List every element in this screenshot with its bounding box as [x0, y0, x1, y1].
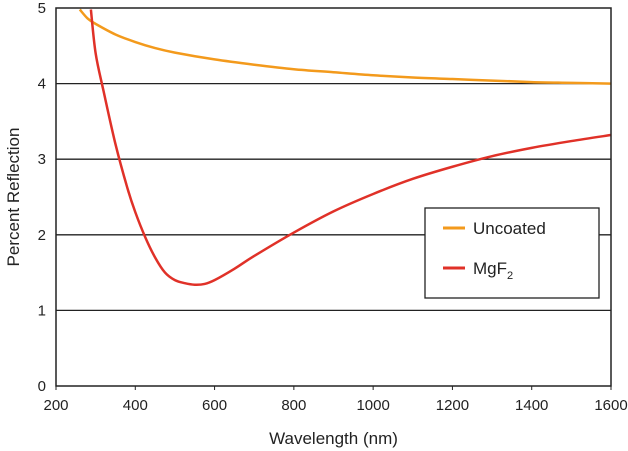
y-tick-label: 3: [38, 151, 46, 168]
legend-label: Uncoated: [473, 219, 546, 238]
x-tick-label: 200: [43, 397, 68, 414]
y-tick-label: 2: [38, 227, 46, 244]
y-tick-label: 5: [38, 0, 46, 17]
x-tick-label: 1000: [356, 397, 389, 414]
y-tick-label: 1: [38, 302, 46, 319]
legend: Uncoated MgF2: [424, 207, 600, 299]
series-line-0: [78, 8, 612, 85]
legend-box: [424, 207, 600, 299]
x-axis-title: Wavelength (nm): [269, 429, 398, 448]
x-tick-label: 1600: [594, 397, 627, 414]
legend-label: MgF2: [473, 259, 513, 282]
y-tick-label: 4: [38, 76, 46, 93]
x-tick-label: 400: [123, 397, 148, 414]
x-tick-label: 1200: [436, 397, 469, 414]
x-tick-label: 800: [281, 397, 306, 414]
x-tick-label: 1400: [515, 397, 548, 414]
y-axis-title: Percent Reflection: [4, 128, 23, 267]
series-line-1: [89, 9, 612, 286]
plot-frame: [55, 7, 612, 387]
y-tick-label: 0: [38, 378, 46, 395]
series-lines: [78, 8, 612, 286]
y-tick-labels: 0 1 2 3 4 5: [38, 0, 46, 395]
x-tick-label: 600: [202, 397, 227, 414]
x-tick-labels: 200 400 600 800 1000 1200 1400 1600: [43, 386, 628, 414]
